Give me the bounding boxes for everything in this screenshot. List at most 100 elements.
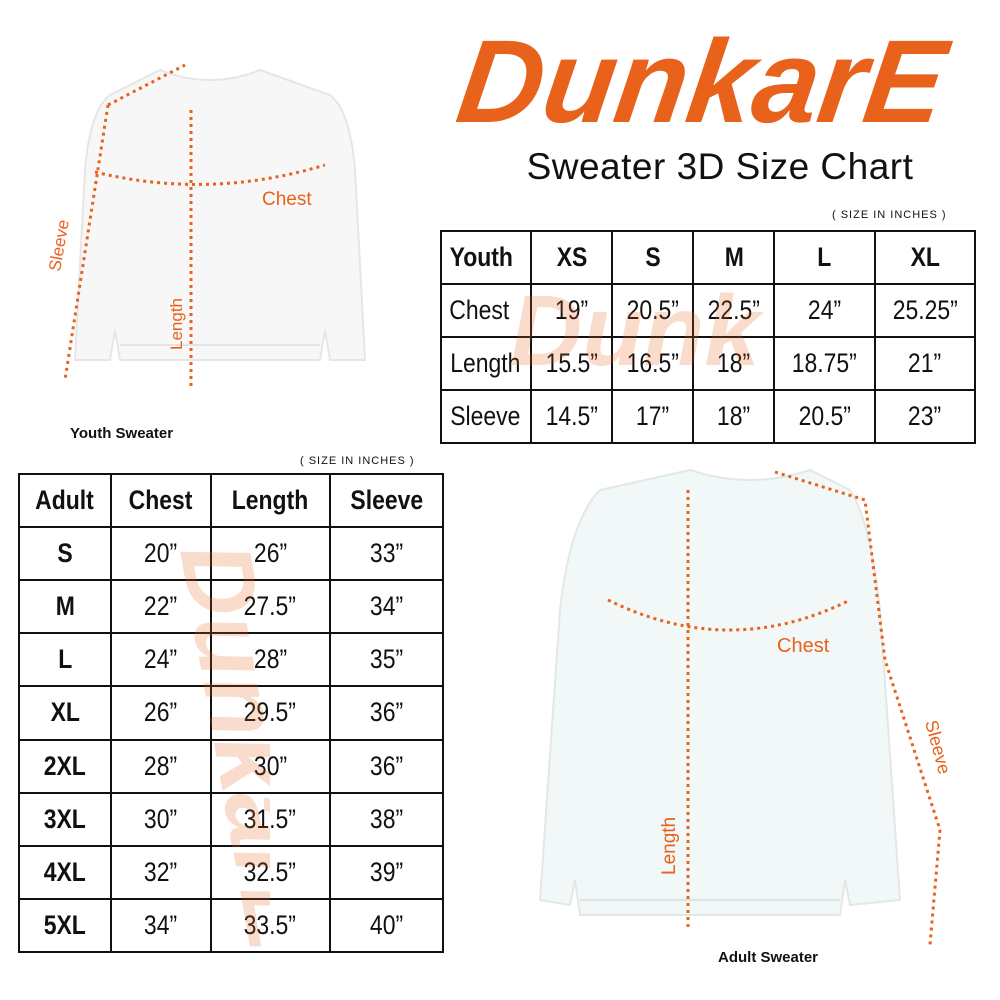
cell-text: Adult — [35, 485, 95, 516]
cell-text: 20.5” — [626, 295, 679, 325]
header-cell: M — [692, 230, 776, 285]
header-cell: Adult — [18, 472, 112, 529]
table-row: 4XL 32” 32.5” 39” — [18, 844, 445, 900]
cell-text: M — [724, 242, 744, 272]
cell-text: 18” — [717, 348, 751, 378]
table-cell: 28” — [109, 738, 212, 794]
table-cell: 29.5” — [209, 685, 331, 741]
table-cell: 23” — [873, 389, 977, 444]
table-cell: 4XL — [18, 844, 112, 900]
table-cell: 33.5” — [209, 897, 331, 954]
cell-text: 4XL — [43, 856, 86, 887]
cell-text: 23” — [908, 401, 942, 431]
cell-text: 18” — [717, 401, 751, 431]
table-cell: 30” — [109, 791, 212, 847]
table-cell: 5XL — [18, 897, 112, 954]
table-cell: 40” — [328, 897, 445, 954]
table-cell: 22.5” — [692, 283, 776, 338]
table-cell: 2XL — [18, 738, 112, 794]
table-cell: 24” — [109, 632, 212, 688]
table-cell: 38” — [328, 791, 445, 847]
table-cell: 26” — [109, 685, 212, 741]
table-cell: 27.5” — [209, 579, 331, 635]
table-cell: 18” — [692, 389, 776, 444]
cell-text: 28” — [144, 750, 178, 781]
table-cell: 20.5” — [773, 389, 876, 444]
adult-sweater-image: Chest Length Sleeve — [538, 468, 955, 946]
header-cell: Length — [209, 472, 331, 529]
header-cell: Youth — [440, 230, 532, 285]
header-cell: XS — [529, 230, 614, 285]
adult-size-table: Adult Chest Length Sleeve S 20” 26” 33” M 22” 27.5… — [18, 472, 445, 954]
cell-text: 36” — [369, 697, 403, 728]
svg-text:DunkarE: DunkarE — [158, 534, 270, 950]
youth-caption: Youth Sweater — [70, 425, 174, 442]
table-cell: 26” — [209, 526, 331, 582]
adult-caption: Adult Sweater — [718, 949, 819, 966]
cell-text: 2XL — [43, 750, 86, 781]
cell-text: 3XL — [43, 803, 86, 834]
cell-text: 21” — [908, 348, 942, 378]
length-label: Length — [659, 817, 680, 875]
table-cell: S — [18, 526, 112, 582]
table-cell: M — [18, 579, 112, 635]
youth-sweater-image: Chest Length Sleeve — [45, 63, 367, 390]
cell-text: 34” — [369, 591, 403, 622]
cell-text: 32” — [144, 856, 178, 887]
cell-text: 18.75” — [791, 348, 858, 378]
table-cell: L — [18, 632, 112, 688]
cell-text: Chest — [449, 295, 510, 325]
table-cell: 30” — [209, 738, 331, 794]
table-cell: 20” — [109, 526, 212, 582]
cell-text: 35” — [369, 644, 403, 675]
cell-text: 34” — [144, 909, 178, 940]
cell-text: Youth — [449, 242, 513, 272]
cell-text: S — [645, 242, 661, 272]
table-cell: 15.5” — [529, 336, 614, 391]
cell-text: 31.5” — [243, 803, 297, 834]
sleeve-label: Sleeve — [45, 218, 73, 272]
table-cell: 31.5” — [209, 791, 331, 847]
table-row: M 22” 27.5” 34” — [18, 579, 445, 635]
sleeve-label: Sleeve — [921, 718, 955, 776]
table-cell: 22” — [109, 579, 212, 635]
cell-text: L — [57, 644, 72, 675]
table-cell: 36” — [328, 685, 445, 741]
cell-text: 29.5” — [243, 697, 297, 728]
chest-label: Chest — [262, 189, 312, 210]
cell-text: 27.5” — [243, 591, 297, 622]
brand-logo: DunkarE — [450, 17, 958, 148]
cell-text: 16.5” — [626, 348, 679, 378]
cell-text: Length — [450, 348, 521, 378]
cell-text: Chest — [128, 485, 193, 516]
cell-text: Sleeve — [349, 485, 423, 516]
table-row: XL 26” 29.5” 36” — [18, 685, 445, 741]
cell-text: 25.25” — [892, 295, 958, 325]
table-header-row: Adult Chest Length Sleeve — [18, 472, 445, 529]
cell-text: 19” — [554, 295, 589, 325]
table-row: 3XL 30” 31.5” 38” — [18, 791, 445, 847]
cell-text: 20” — [144, 538, 178, 569]
table-cell: 18.75” — [773, 336, 876, 391]
table-cell: 16.5” — [611, 336, 695, 391]
svg-text:DunkarE: DunkarE — [450, 17, 958, 148]
table-cell: XL — [18, 685, 112, 741]
cell-text: 15.5” — [545, 348, 598, 378]
cell-text: 40” — [369, 909, 403, 940]
cell-text: 30” — [253, 750, 287, 781]
table-cell: 3XL — [18, 791, 112, 847]
table-cell: 18” — [692, 336, 776, 391]
header-cell: S — [611, 230, 695, 285]
chest-label: Chest — [777, 635, 830, 657]
cell-text: Length — [231, 485, 309, 516]
table-cell: 24” — [773, 283, 876, 338]
table-cell: 17” — [611, 389, 695, 444]
table-row: 5XL 34” 33.5” 40” — [18, 897, 445, 954]
adult-size-note: ( SIZE IN INCHES ) — [300, 455, 415, 467]
cell-text: Sleeve — [450, 401, 521, 431]
cell-text: 33” — [369, 538, 403, 569]
cell-text: XS — [556, 242, 587, 272]
header-cell: Sleeve — [328, 472, 445, 529]
cell-text: S — [57, 538, 73, 569]
cell-text: 38” — [369, 803, 403, 834]
